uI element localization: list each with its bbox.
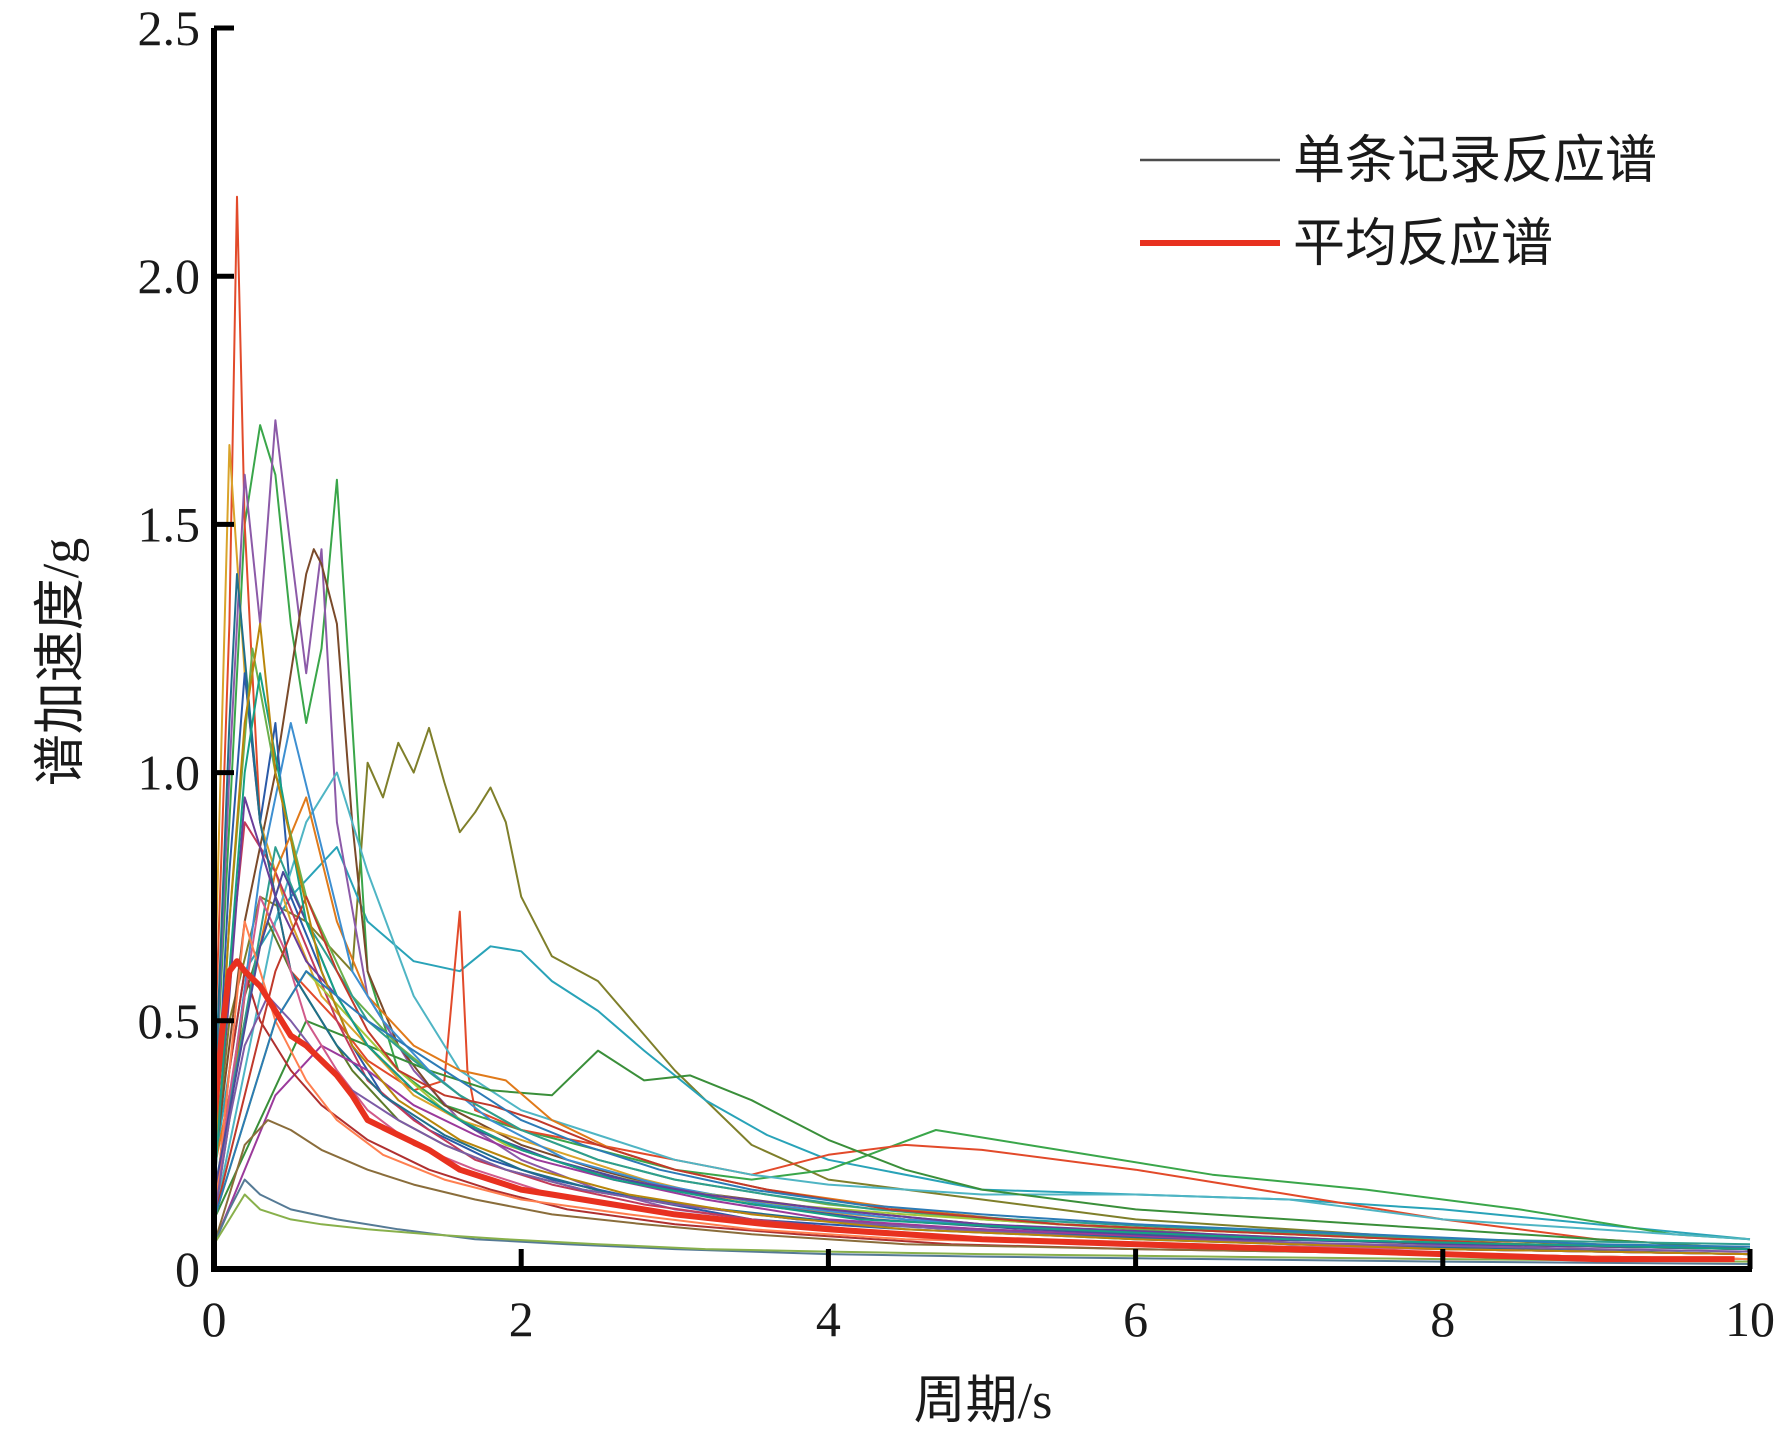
record-spectrum-line-12 — [213, 920, 1751, 1256]
y-tick-label: 1.0 — [138, 745, 201, 801]
legend: 单条记录反应谱 平均反应谱 — [1140, 133, 1657, 273]
y-tick-label: 0 — [175, 1241, 200, 1297]
record-spectrum-line-1 — [213, 726, 1751, 1251]
record-spectra-lines — [213, 195, 1751, 1265]
y-tick-label: 2.5 — [138, 0, 201, 56]
x-tick-label: 6 — [1123, 1291, 1148, 1347]
record-spectrum-line-26 — [213, 870, 1751, 1251]
record-spectrum-line-20 — [213, 846, 1751, 1246]
y-axis-ticks: 0 0.5 1.0 1.5 2.0 2.5 — [138, 0, 234, 1297]
record-spectrum-line-4 — [213, 195, 1751, 1251]
record-spectrum-line-14 — [213, 573, 1751, 1256]
record-spectrum-line-31 — [213, 622, 1751, 1256]
record-spectrum-line-19 — [213, 1119, 1751, 1261]
record-spectrum-line-8 — [213, 672, 1751, 1256]
y-tick-label: 2.0 — [138, 248, 201, 304]
mean-spectrum-path — [211, 958, 1735, 1263]
y-tick-label: 1.5 — [138, 496, 201, 552]
record-spectrum-line-9 — [213, 771, 1751, 1241]
record-spectrum-line-13 — [213, 796, 1751, 1251]
y-tick-label: 0.5 — [138, 993, 201, 1049]
x-tick-label: 2 — [509, 1291, 534, 1347]
legend-label-single-record: 单条记录反应谱 — [1293, 133, 1657, 190]
record-spectrum-line-28 — [213, 895, 1751, 1251]
record-spectrum-line-30 — [213, 995, 1751, 1253]
record-spectrum-line-7 — [213, 444, 1751, 1251]
record-spectrum-line-3 — [213, 424, 1751, 1241]
record-spectrum-line-32 — [213, 970, 1751, 1248]
record-spectrum-line-27 — [213, 1193, 1751, 1263]
record-spectrum-line-24 — [213, 796, 1751, 1251]
record-spectrum-line-18 — [213, 722, 1751, 1251]
legend-label-mean: 平均反应谱 — [1293, 216, 1553, 273]
mean-spectrum-line — [211, 958, 1735, 1263]
x-tick-label: 0 — [202, 1291, 227, 1347]
x-tick-label: 8 — [1430, 1291, 1455, 1347]
record-spectrum-line-29 — [213, 672, 1751, 1251]
x-tick-label: 10 — [1725, 1291, 1775, 1347]
x-axis-title: 周期/s — [914, 1373, 1053, 1430]
record-spectrum-line-15 — [213, 1044, 1751, 1256]
x-axis-ticks: 0 2 4 6 8 10 — [202, 1249, 1775, 1347]
y-axis-title: 谱加速度/g — [33, 538, 90, 786]
x-tick-label: 4 — [816, 1291, 841, 1347]
